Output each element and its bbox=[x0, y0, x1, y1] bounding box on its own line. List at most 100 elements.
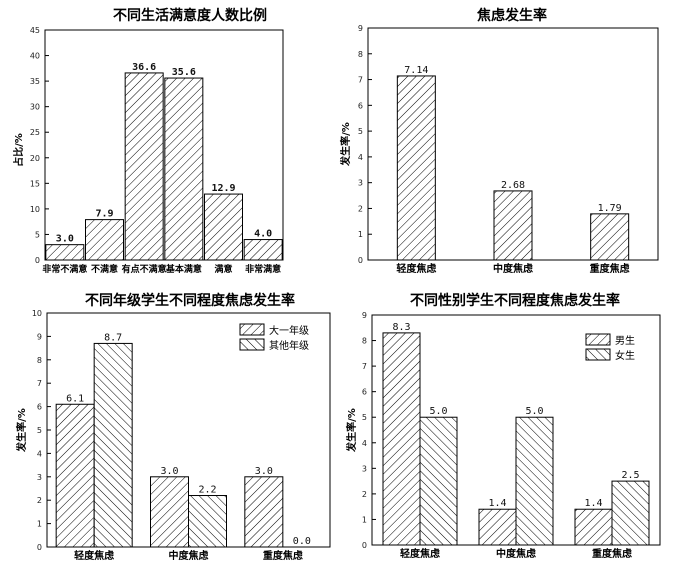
bar bbox=[93, 342, 133, 548]
x-tick-label: 重度焦虑 bbox=[590, 262, 630, 275]
data-label: 1.4 bbox=[584, 498, 602, 509]
data-label: 8.3 bbox=[392, 322, 410, 333]
y-tick-label: 35 bbox=[30, 77, 40, 86]
y-tick-label: 6 bbox=[362, 388, 367, 397]
y-tick-label: 20 bbox=[30, 154, 40, 163]
data-label: 1.79 bbox=[598, 203, 622, 214]
x-tick-label: 非常满意 bbox=[245, 263, 281, 275]
data-label: 36.6 bbox=[132, 62, 156, 73]
data-label: 5.0 bbox=[525, 406, 543, 417]
bar bbox=[243, 239, 283, 261]
y-tick-label: 9 bbox=[358, 24, 363, 33]
bar bbox=[204, 193, 243, 261]
data-label: 3.0 bbox=[255, 466, 273, 477]
y-axis-label: 发生率/% bbox=[339, 122, 352, 167]
x-tick-label: 重度焦虑 bbox=[263, 549, 303, 562]
bar bbox=[124, 72, 164, 261]
data-label: 2.5 bbox=[621, 470, 639, 481]
y-tick-label: 1 bbox=[362, 515, 367, 524]
x-tick-label: 中度焦虑 bbox=[496, 547, 536, 560]
data-label: 35.6 bbox=[172, 67, 196, 78]
legend-label: 其他年级 bbox=[269, 339, 309, 352]
legend-label: 女生 bbox=[615, 349, 635, 362]
bar bbox=[150, 476, 189, 548]
data-label: 3.0 bbox=[56, 234, 74, 245]
legend-swatch bbox=[585, 348, 611, 361]
legend-swatch bbox=[239, 323, 265, 336]
chart-title: 不同年级学生不同程度焦虑发生率 bbox=[85, 292, 295, 309]
y-tick-label: 9 bbox=[362, 311, 367, 320]
bar bbox=[493, 190, 533, 261]
y-tick-label: 0 bbox=[362, 541, 367, 550]
bar bbox=[419, 416, 458, 546]
y-tick-label: 40 bbox=[30, 52, 40, 61]
y-tick-label: 3 bbox=[362, 464, 367, 473]
bar bbox=[574, 508, 613, 546]
bar bbox=[188, 495, 227, 548]
y-tick-label: 1 bbox=[37, 520, 42, 529]
x-tick-label: 有点不满意 bbox=[122, 263, 167, 275]
y-tick-label: 10 bbox=[30, 205, 40, 214]
bar bbox=[45, 244, 85, 261]
legend-label: 男生 bbox=[615, 334, 635, 347]
x-tick-label: 不满意 bbox=[91, 263, 118, 275]
bar bbox=[590, 213, 630, 261]
y-tick-label: 6 bbox=[37, 403, 42, 412]
y-tick-label: 0 bbox=[37, 543, 42, 552]
y-tick-label: 1 bbox=[358, 230, 363, 239]
y-tick-label: 2 bbox=[37, 496, 42, 505]
bar bbox=[478, 508, 517, 546]
y-tick-label: 0 bbox=[358, 256, 363, 265]
data-label: 2.68 bbox=[501, 180, 525, 191]
y-tick-label: 2 bbox=[362, 490, 367, 499]
x-tick-label: 重度焦虑 bbox=[592, 547, 632, 560]
data-label: 1.4 bbox=[488, 498, 506, 509]
y-axis-label: 占比/% bbox=[12, 133, 25, 167]
y-tick-label: 8 bbox=[37, 356, 42, 365]
y-tick-label: 15 bbox=[30, 179, 40, 188]
y-tick-label: 4 bbox=[358, 153, 363, 162]
legend-swatch bbox=[239, 338, 265, 351]
y-tick-label: 5 bbox=[35, 230, 40, 239]
y-tick-label: 3 bbox=[358, 179, 363, 188]
chart-title: 焦虑发生率 bbox=[476, 7, 547, 24]
bar bbox=[55, 403, 95, 548]
data-label: 0.0 bbox=[293, 536, 311, 547]
x-tick-label: 轻度焦虑 bbox=[74, 549, 114, 562]
data-label: 7.14 bbox=[404, 65, 428, 76]
y-tick-label: 5 bbox=[362, 413, 367, 422]
y-tick-label: 0 bbox=[35, 256, 40, 265]
y-tick-label: 7 bbox=[37, 379, 42, 388]
bar bbox=[396, 75, 436, 261]
data-label: 5.0 bbox=[429, 406, 447, 417]
data-label: 6.1 bbox=[66, 393, 84, 404]
y-tick-label: 2 bbox=[358, 204, 363, 213]
y-tick-label: 30 bbox=[30, 103, 40, 112]
y-axis-label: 发生率/% bbox=[345, 408, 358, 453]
bar bbox=[85, 219, 124, 261]
x-tick-label: 基本满意 bbox=[165, 263, 202, 275]
y-tick-label: 8 bbox=[358, 50, 363, 59]
y-tick-label: 5 bbox=[37, 426, 42, 435]
data-label: 4.0 bbox=[254, 229, 272, 240]
y-tick-label: 10 bbox=[32, 309, 42, 318]
x-tick-label: 中度焦虑 bbox=[493, 262, 533, 275]
data-label: 2.2 bbox=[198, 485, 216, 496]
bar bbox=[382, 332, 421, 546]
data-label: 3.0 bbox=[160, 466, 178, 477]
data-label: 8.7 bbox=[104, 332, 122, 343]
x-tick-label: 轻度焦虑 bbox=[400, 547, 440, 560]
chart-title: 不同生活满意度人数比例 bbox=[113, 7, 267, 24]
y-tick-label: 3 bbox=[37, 473, 42, 482]
x-tick-label: 非常不满意 bbox=[42, 263, 87, 275]
plot-frame bbox=[44, 29, 284, 261]
bar bbox=[244, 476, 284, 548]
y-tick-label: 6 bbox=[358, 101, 363, 110]
bar bbox=[164, 77, 204, 261]
y-tick-label: 45 bbox=[30, 26, 40, 35]
x-tick-label: 轻度焦虑 bbox=[396, 262, 436, 275]
